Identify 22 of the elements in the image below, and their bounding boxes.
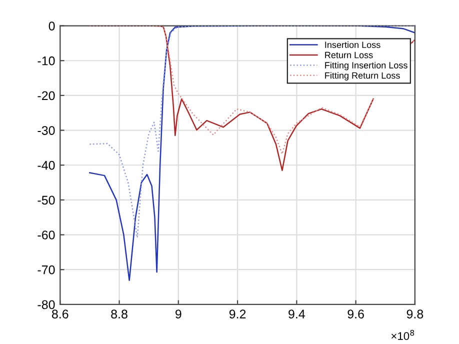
- y-tick-label: -40: [38, 160, 55, 170]
- y-tick-label: -60: [38, 230, 55, 240]
- y-tick-label: -70: [38, 265, 55, 274]
- line-series: [89, 26, 415, 238]
- x-tick-label: 8.6: [52, 310, 68, 318]
- y-tick-label: -50: [38, 196, 55, 205]
- legend-label: Insertion Loss: [325, 41, 380, 48]
- x-tick-label: 8.8: [111, 310, 128, 318]
- y-tick-label: -30: [38, 126, 55, 135]
- x-tick-label: 9.4: [288, 310, 305, 318]
- y-tick-label: -80: [38, 300, 55, 310]
- legend-label: Fitting Insertion Loss: [325, 62, 408, 70]
- x-tick-label: 9: [176, 310, 182, 318]
- y-tick-label: -10: [38, 56, 55, 66]
- legend-label: Fitting Return Loss: [325, 72, 400, 80]
- y-tick-label: -20: [38, 91, 55, 100]
- text: ×10$^{8}$: [391, 330, 414, 340]
- x-tick-label: 9.2: [229, 310, 246, 318]
- x-tick-label: 9.6: [348, 310, 364, 318]
- x-tick-label: 9.8: [406, 310, 424, 318]
- y-tick-label: 0: [48, 22, 55, 30]
- legend-label: Return Loss: [325, 52, 373, 58]
